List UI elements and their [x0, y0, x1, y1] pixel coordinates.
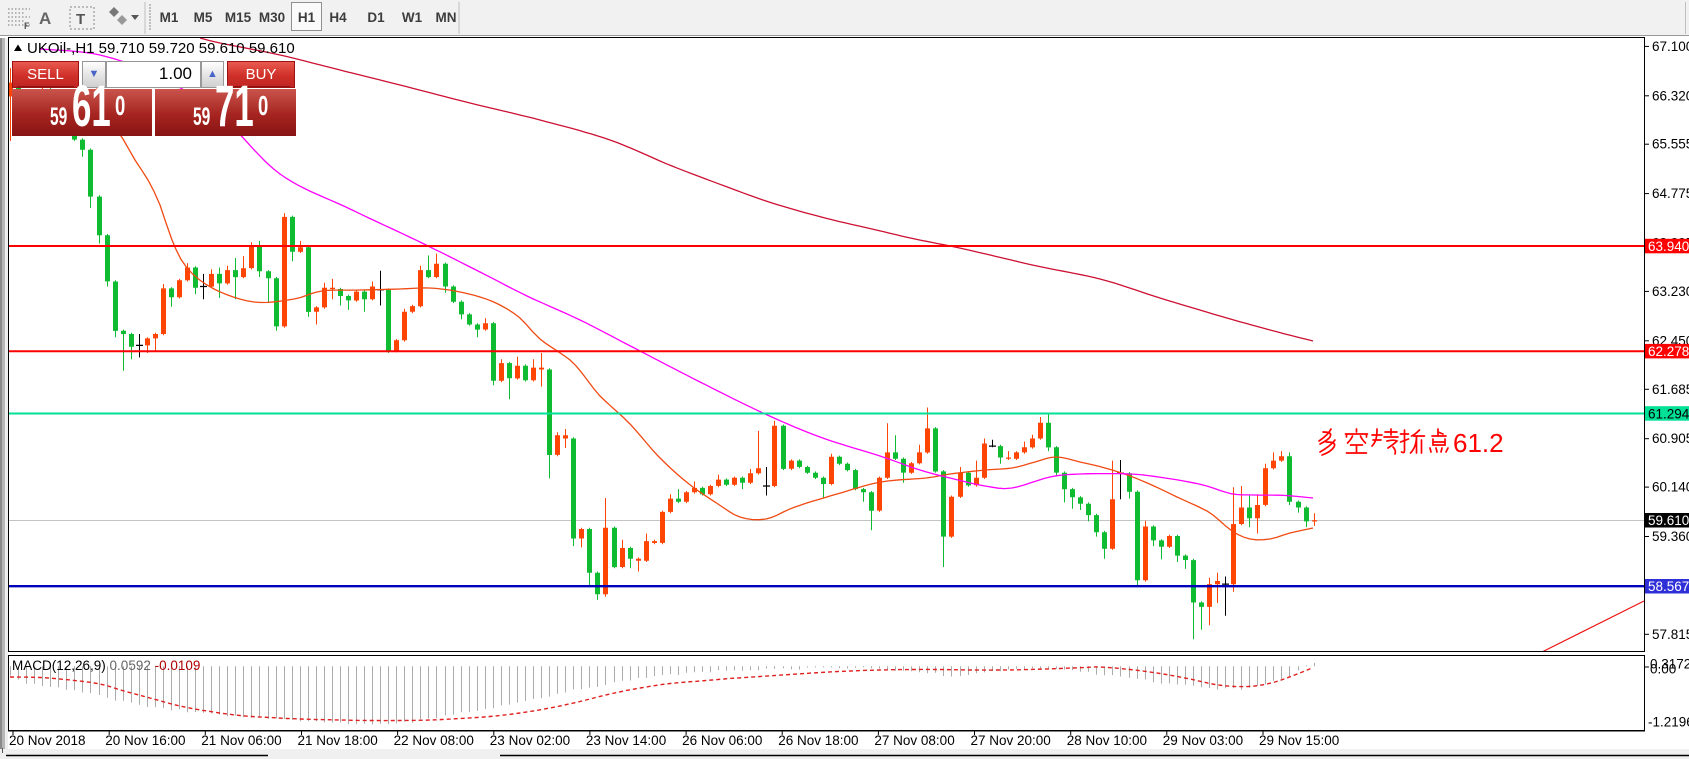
svg-text:A: A [39, 9, 51, 28]
svg-text:26 Nov 06:00: 26 Nov 06:00 [682, 733, 762, 748]
svg-text:60.905: 60.905 [1652, 431, 1689, 446]
svg-text:-1.2196: -1.2196 [1648, 715, 1689, 730]
svg-text:0.00: 0.00 [1650, 662, 1676, 677]
svg-text:65.555: 65.555 [1652, 137, 1689, 152]
svg-text:29 Nov 03:00: 29 Nov 03:00 [1163, 733, 1243, 748]
svg-text:59.610: 59.610 [1648, 513, 1689, 528]
svg-text:61.2: 61.2 [1453, 428, 1504, 458]
svg-text:67.100: 67.100 [1652, 39, 1689, 54]
svg-text:66.320: 66.320 [1652, 88, 1689, 103]
svg-text:20 Nov 2018: 20 Nov 2018 [9, 733, 86, 748]
svg-text:20 Nov 16:00: 20 Nov 16:00 [105, 733, 185, 748]
svg-text:T: T [76, 11, 85, 28]
svg-text:63.940: 63.940 [1648, 239, 1689, 254]
svg-text:27 Nov 08:00: 27 Nov 08:00 [874, 733, 954, 748]
svg-text:63.230: 63.230 [1652, 284, 1689, 299]
svg-text:23 Nov 02:00: 23 Nov 02:00 [490, 733, 570, 748]
svg-text:58.567: 58.567 [1648, 579, 1689, 594]
svg-text:64.775: 64.775 [1652, 186, 1689, 201]
svg-text:28 Nov 10:00: 28 Nov 10:00 [1067, 733, 1147, 748]
svg-text:27 Nov 20:00: 27 Nov 20:00 [971, 733, 1051, 748]
svg-text:F: F [24, 21, 30, 31]
svg-text:21 Nov 06:00: 21 Nov 06:00 [201, 733, 281, 748]
svg-text:62.278: 62.278 [1648, 344, 1689, 359]
svg-text:23 Nov 14:00: 23 Nov 14:00 [586, 733, 666, 748]
svg-text:57.815: 57.815 [1652, 627, 1689, 642]
svg-text:29 Nov 15:00: 29 Nov 15:00 [1259, 733, 1339, 748]
svg-text:22 Nov 08:00: 22 Nov 08:00 [394, 733, 474, 748]
svg-text:59.360: 59.360 [1652, 529, 1689, 544]
svg-text:61.294: 61.294 [1648, 407, 1689, 422]
svg-text:21 Nov 18:00: 21 Nov 18:00 [298, 733, 378, 748]
svg-text:UKOil-,H1 59.710 59.720 59.61: UKOil-,H1 59.710 59.720 59.610 59.610 [27, 40, 295, 57]
svg-text:26 Nov 18:00: 26 Nov 18:00 [778, 733, 858, 748]
svg-text:61.685: 61.685 [1652, 382, 1689, 397]
svg-text:60.140: 60.140 [1652, 480, 1689, 495]
svg-text:MACD(12,26,9) 0.0592 -0.0109: MACD(12,26,9) 0.0592 -0.0109 [12, 658, 200, 673]
svg-text:0.3172: 0.3172 [1650, 657, 1689, 672]
